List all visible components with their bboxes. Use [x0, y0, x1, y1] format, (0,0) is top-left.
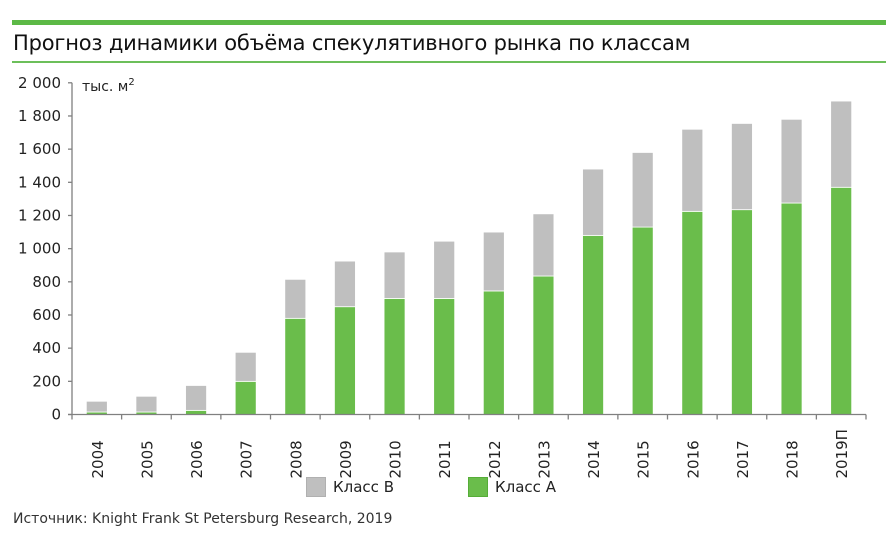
x-tick-label: 2007: [238, 440, 256, 478]
bar-class-b: [631, 152, 654, 228]
legend-swatch-class-a: [468, 477, 488, 497]
legend-label-class-b: Класс В: [333, 478, 394, 496]
legend-item-class-a: Класс А: [468, 477, 556, 497]
x-tick-label: 2005: [138, 440, 156, 478]
y-tick-label: 200: [32, 372, 61, 390]
bar-class-a: [433, 298, 456, 415]
x-tick-label: 2015: [635, 440, 653, 478]
bar-class-b: [780, 118, 803, 204]
bar-class-a: [482, 290, 505, 415]
x-tick-label: 2019П: [833, 429, 851, 478]
bar-class-b: [830, 100, 853, 188]
bar-class-a: [334, 306, 356, 415]
source-note: Источник: Knight Frank St Petersburg Res…: [13, 511, 393, 527]
x-tick-label: 2014: [585, 440, 603, 478]
bar-class-a: [284, 317, 307, 415]
y-tick-label: 2 000: [18, 74, 61, 92]
bar-class-b: [681, 128, 704, 212]
bar-class-a: [830, 186, 853, 415]
y-tick-label: 1 800: [18, 107, 61, 125]
x-tick-label: 2006: [188, 440, 206, 478]
chart-title: Прогноз динамики объёма спекулятивного р…: [13, 31, 691, 55]
y-tick-label: 600: [32, 306, 61, 324]
bar-class-a: [234, 380, 257, 415]
y-tick-label: 1 200: [18, 206, 61, 224]
bar-class-b: [334, 260, 356, 308]
bar-class-b: [383, 251, 406, 299]
y-tick-label: 1 600: [18, 140, 61, 158]
bar-class-b: [532, 213, 555, 277]
legend-swatch-class-b: [306, 477, 326, 497]
bar-class-a: [731, 209, 753, 415]
bar-class-a: [780, 202, 803, 415]
top-accent-bar: [12, 20, 886, 25]
x-tick-label: 2004: [89, 440, 107, 478]
x-tick-label: 2010: [387, 440, 405, 478]
x-tick-label: 2016: [684, 440, 702, 478]
title-underline: [12, 61, 886, 63]
bar-class-b: [433, 240, 456, 299]
legend-label-class-a: Класс А: [495, 478, 556, 496]
x-tick-label: 2012: [486, 440, 504, 478]
legend-item-class-b: Класс В: [306, 477, 394, 497]
x-tick-label: 2013: [535, 440, 553, 478]
bar-class-b: [234, 351, 257, 382]
bar-class-b: [582, 168, 604, 236]
y-tick-label: 800: [32, 273, 61, 291]
y-tick-label: 1 000: [18, 240, 61, 258]
y-tick-label: 1 400: [18, 173, 61, 191]
bar-class-a: [532, 275, 555, 415]
x-tick-label: 2008: [287, 440, 305, 478]
y-axis-unit-label: тыс. м2: [82, 77, 135, 95]
bar-class-b: [85, 400, 108, 413]
y-tick-label: 400: [32, 339, 61, 357]
bar-class-b: [482, 231, 505, 292]
x-tick-label: 2018: [784, 440, 802, 478]
bar-class-b: [284, 278, 307, 319]
bar-class-a: [582, 234, 604, 415]
bar-class-a: [383, 298, 406, 415]
bar-class-a: [631, 226, 654, 415]
bar-class-a: [681, 210, 704, 415]
y-tick-label: 0: [51, 406, 61, 424]
bar-class-b: [731, 123, 753, 211]
x-tick-label: 2017: [734, 440, 752, 478]
x-tick-label: 2009: [337, 440, 355, 478]
x-tick-label: 2011: [436, 440, 454, 478]
bar-class-b: [185, 385, 207, 411]
bar-class-b: [135, 395, 158, 413]
